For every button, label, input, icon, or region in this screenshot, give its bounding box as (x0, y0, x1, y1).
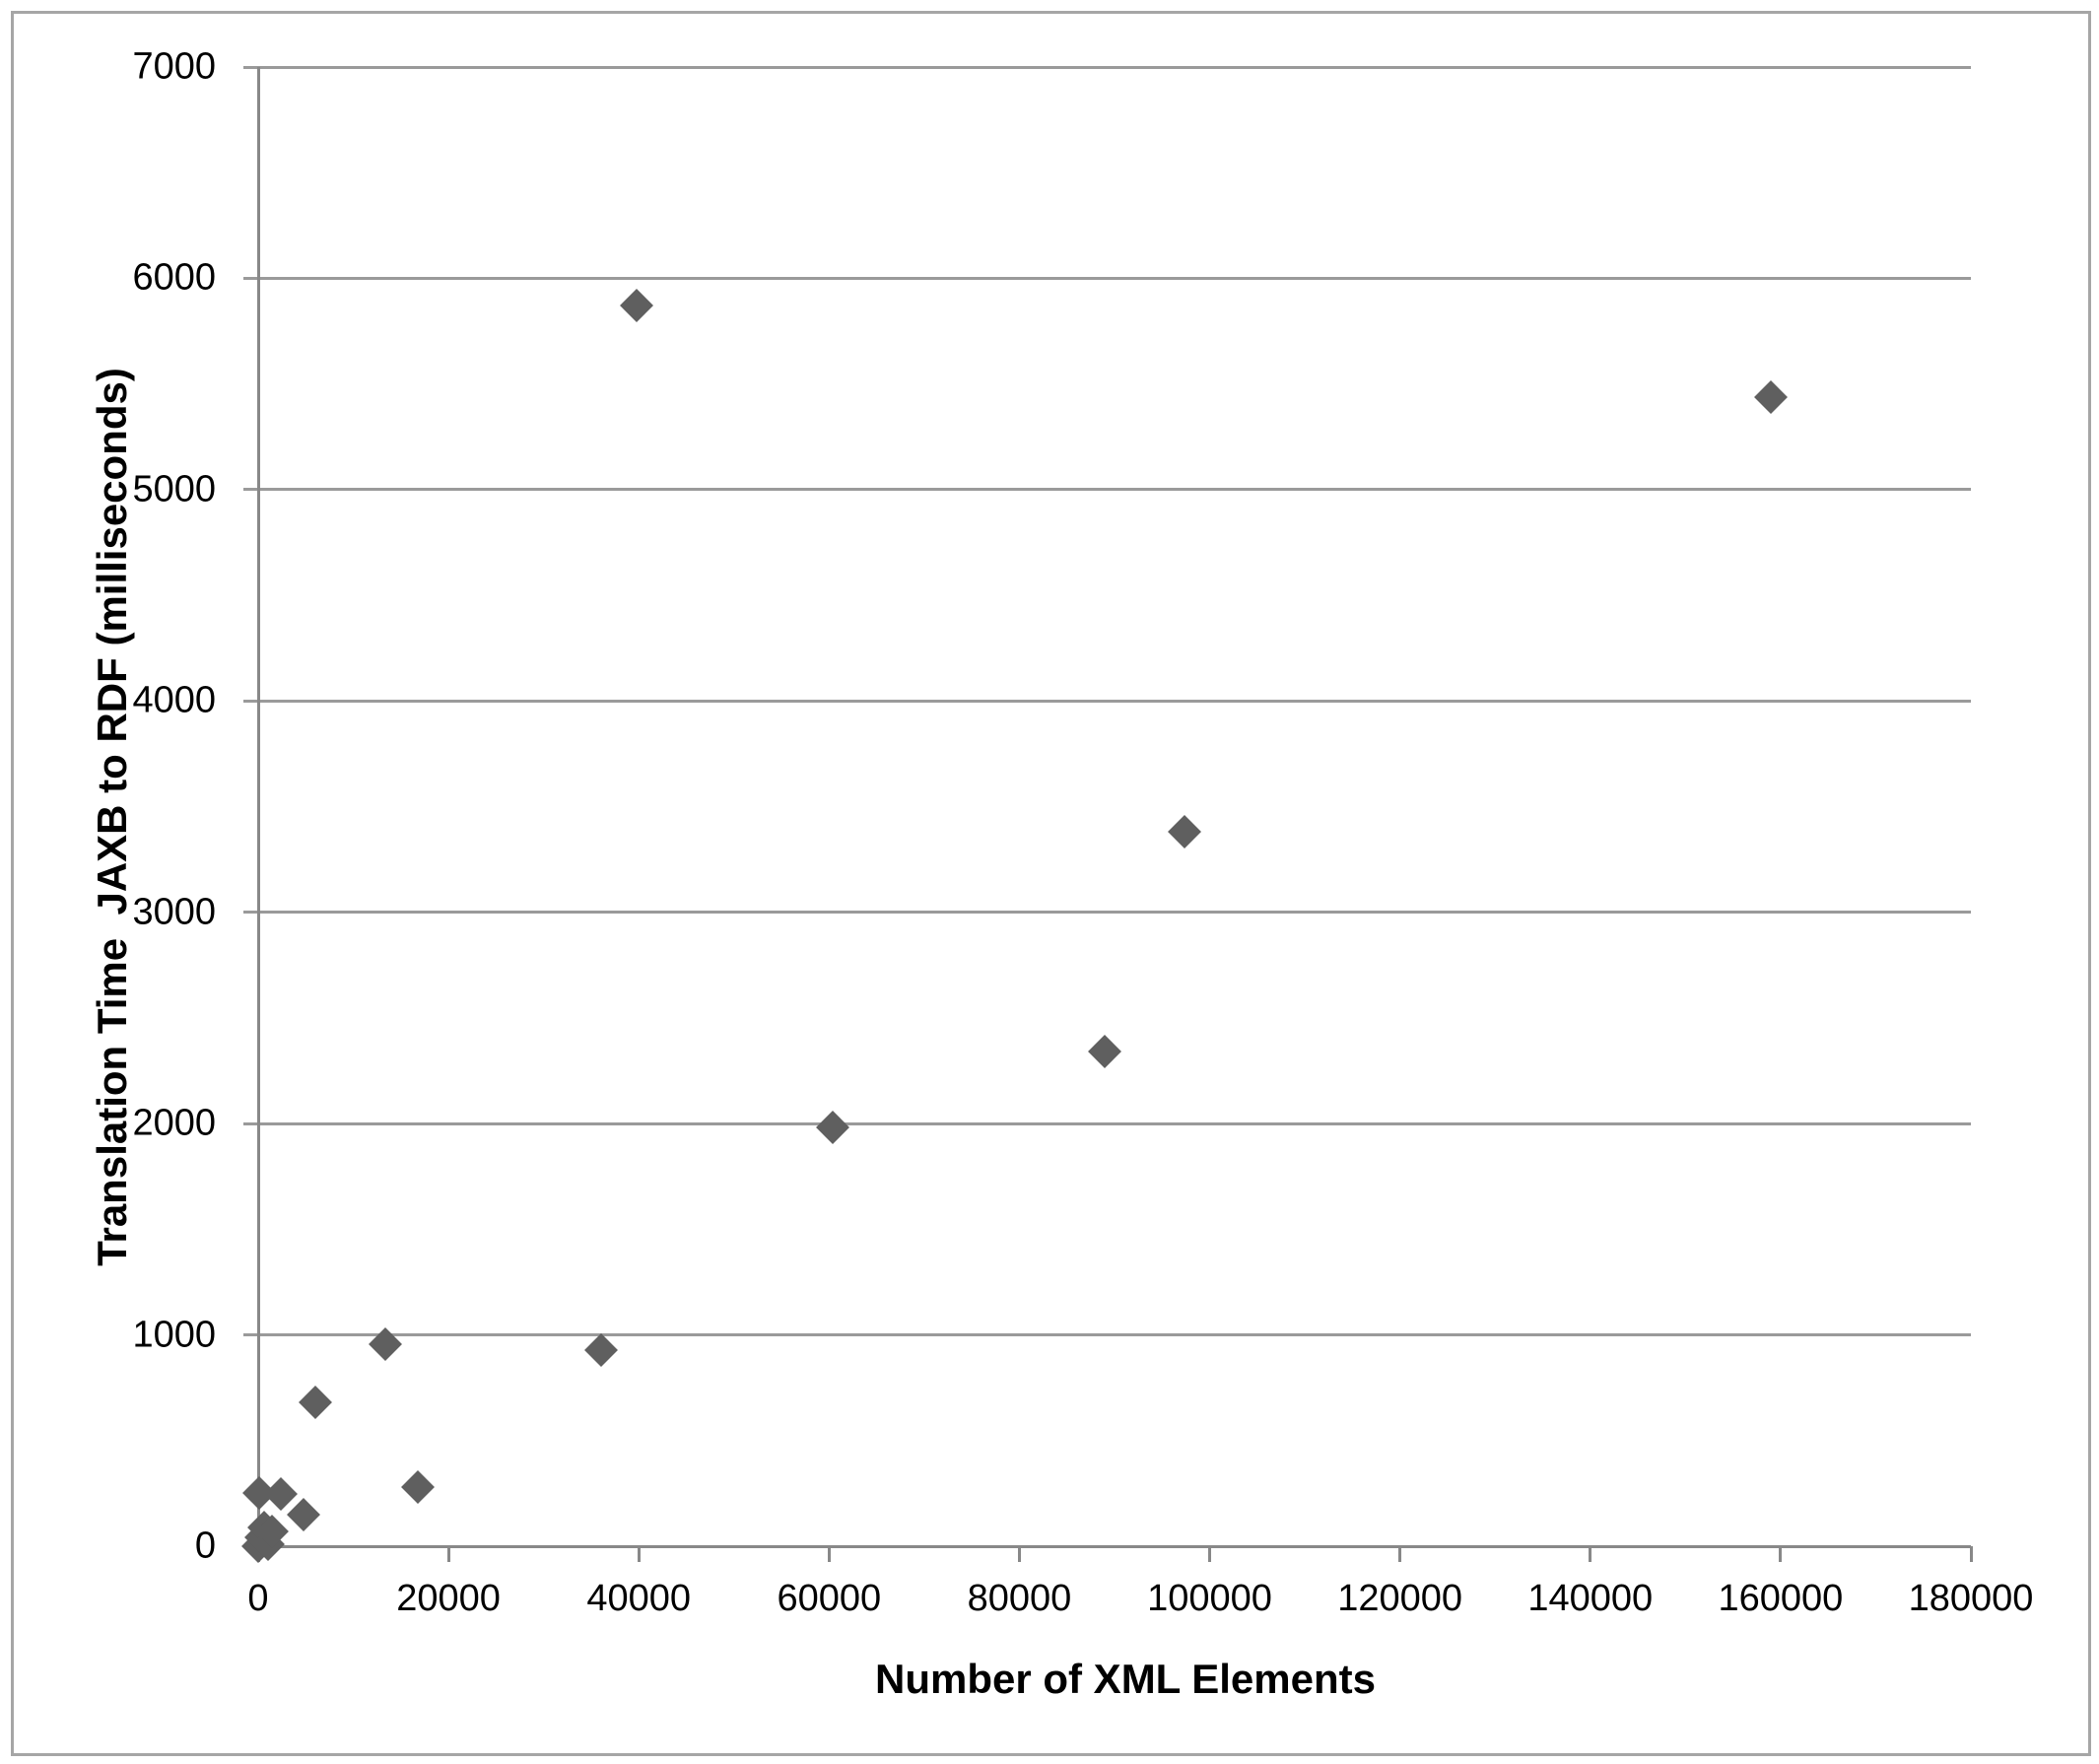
data-point-diamond (816, 1111, 850, 1145)
gridline (243, 488, 1971, 492)
x-tick-mark (1969, 1546, 1973, 1562)
x-tick-mark (827, 1546, 831, 1562)
x-tick-label: 140000 (1527, 1578, 1654, 1619)
y-tick-label: 2000 (132, 1102, 216, 1144)
x-tick-mark (1589, 1546, 1592, 1562)
x-tick-label: 100000 (1147, 1578, 1272, 1619)
data-point-diamond (264, 1477, 299, 1512)
x-tick-label: 0 (247, 1578, 269, 1619)
data-point-diamond (287, 1497, 321, 1531)
y-axis-line (256, 67, 260, 1546)
y-tick-label: 3000 (132, 891, 216, 933)
x-tick-label: 120000 (1337, 1578, 1463, 1619)
y-tick-label: 4000 (132, 679, 216, 721)
y-tick-label: 6000 (132, 256, 216, 299)
data-point-diamond (1088, 1035, 1122, 1069)
chart-outer-border: Translation Time JAXB to RDF (millisecon… (11, 11, 2091, 1756)
data-point-diamond (298, 1386, 332, 1420)
x-tick-mark (446, 1546, 450, 1562)
x-tick-label: 180000 (1908, 1578, 2034, 1619)
x-axis-title: Number of XML Elements (875, 1656, 1376, 1702)
data-point-diamond (620, 289, 654, 323)
data-point-diamond (369, 1326, 403, 1361)
x-tick-label: 40000 (586, 1578, 692, 1619)
x-tick-mark (1398, 1546, 1402, 1562)
y-tick-label: 5000 (132, 468, 216, 510)
gridline (243, 1333, 1971, 1337)
x-tick-label: 60000 (777, 1578, 882, 1619)
y-tick-label: 0 (194, 1525, 216, 1567)
gridline (243, 65, 1971, 69)
data-point-diamond (401, 1469, 436, 1504)
x-tick-mark (637, 1546, 641, 1562)
x-axis-line (243, 1544, 1971, 1548)
x-tick-label: 20000 (396, 1578, 501, 1619)
x-tick-mark (1208, 1546, 1212, 1562)
data-point-diamond (1168, 815, 1202, 849)
x-tick-label: 160000 (1718, 1578, 1844, 1619)
x-tick-label: 80000 (967, 1578, 1072, 1619)
gridline (243, 1121, 1971, 1125)
x-tick-mark (1779, 1546, 1783, 1562)
x-tick-mark (1017, 1546, 1021, 1562)
gridline (243, 699, 1971, 703)
data-point-diamond (583, 1332, 618, 1367)
y-tick-label: 1000 (132, 1314, 216, 1356)
data-point-diamond (1754, 379, 1789, 414)
gridline (243, 276, 1971, 280)
y-tick-label: 7000 (132, 45, 216, 88)
gridline (243, 911, 1971, 915)
